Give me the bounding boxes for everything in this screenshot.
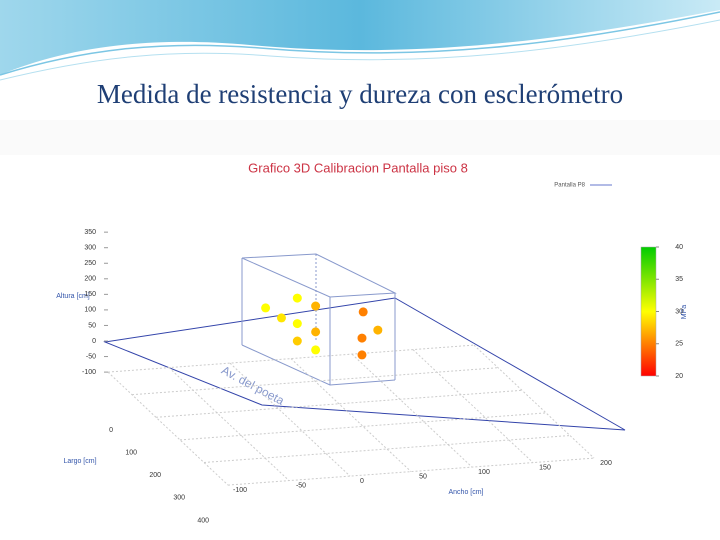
- grid-line: [229, 362, 351, 477]
- point: [358, 307, 368, 317]
- grid-line: [227, 457, 595, 486]
- z-tick-label: -100: [82, 369, 96, 376]
- x-axis-label: Ancho [cm]: [448, 489, 483, 496]
- chart: Grafico 3D Calibracion Pantalla piso 8 P…: [56, 160, 688, 540]
- z-tick-label: 100: [84, 307, 96, 314]
- z-tick-label: 200: [84, 276, 96, 283]
- colorbar-label: MPa: [681, 305, 688, 320]
- colorbar-tick-label: 40: [675, 244, 683, 251]
- grid-line: [203, 435, 571, 463]
- header-line: [0, 11, 720, 76]
- z-tick-label: -50: [86, 353, 96, 360]
- z-tick-label: 0: [92, 338, 96, 345]
- point: [276, 313, 286, 323]
- colorbar-tick-label: 35: [675, 276, 683, 283]
- street-plane: [103, 297, 626, 431]
- header-line: [0, 19, 720, 81]
- band: [0, 120, 720, 155]
- y-tick-label: 400: [197, 517, 209, 524]
- x-tick-label: 0: [360, 478, 364, 485]
- z-axis-label: Altura [cm]: [56, 293, 90, 300]
- grid-line: [155, 389, 523, 418]
- x-tick-label: 50: [419, 473, 427, 480]
- x-tick-label: 150: [539, 464, 551, 471]
- box-bottom: [241, 344, 396, 386]
- point: [357, 350, 367, 360]
- y-axis-label: Largo [cm]: [63, 458, 96, 465]
- point: [292, 293, 302, 303]
- grid-line: [168, 367, 290, 481]
- grid-line: [351, 353, 473, 468]
- point: [311, 301, 321, 311]
- colorbar-tick-label: 30: [675, 308, 683, 315]
- y-tick-label: 100: [125, 450, 137, 457]
- grid-line: [473, 344, 595, 459]
- grid-line: [107, 344, 475, 373]
- slide-title: Medida de resistencia y dureza con escle…: [97, 79, 623, 109]
- x-tick-label: -100: [233, 487, 247, 494]
- header-wave: [0, 0, 720, 75]
- x-tick-label: 200: [600, 460, 612, 467]
- point: [373, 325, 383, 335]
- grid-line: [179, 412, 547, 441]
- z-tick-label: 350: [84, 229, 96, 236]
- z-tick-label: 50: [88, 322, 96, 329]
- z-tick-label: 300: [84, 245, 96, 252]
- z-tick-label: 250: [84, 260, 96, 267]
- x-tick-label: 100: [478, 469, 490, 476]
- y-tick-label: 200: [149, 472, 161, 479]
- colorbar: [640, 246, 657, 377]
- point: [357, 333, 367, 343]
- grid-line: [131, 367, 499, 396]
- grid-line: [107, 371, 229, 486]
- colorbar-tick-label: 25: [675, 341, 683, 348]
- legend-label: Pantalla P8: [554, 183, 585, 189]
- point: [292, 319, 302, 329]
- point: [261, 303, 271, 313]
- box: [241, 253, 397, 386]
- colorbar-tick-label: 20: [675, 373, 683, 380]
- y-tick-label: 300: [173, 495, 185, 502]
- grid-line: [290, 358, 412, 472]
- chart-title: Grafico 3D Calibracion Pantalla piso 8: [248, 160, 468, 175]
- z-tick-label: 150: [84, 291, 96, 298]
- point: [292, 336, 302, 346]
- box-top: [241, 253, 397, 298]
- point: [311, 345, 321, 355]
- point: [311, 327, 321, 337]
- x-tick-label: -50: [296, 482, 306, 489]
- y-tick-label: 0: [109, 427, 113, 434]
- grid-line: [412, 349, 534, 463]
